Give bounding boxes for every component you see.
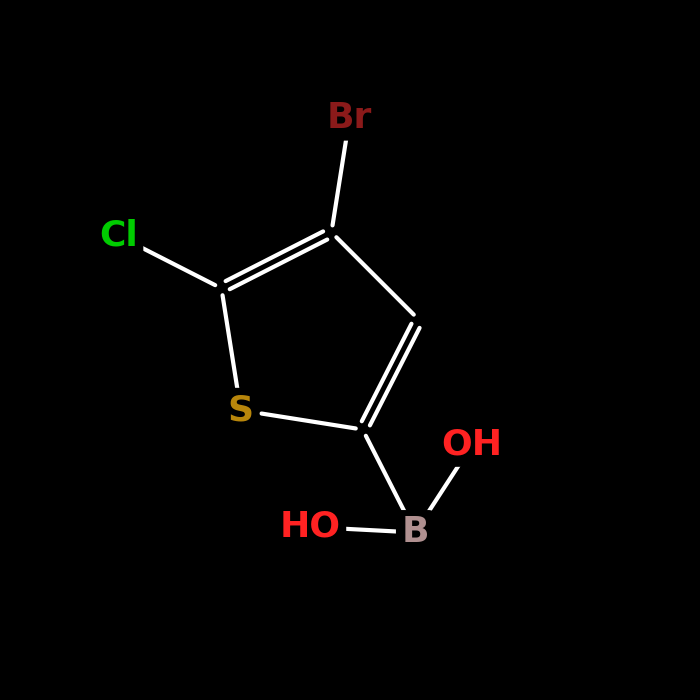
Text: HO: HO xyxy=(280,510,341,544)
Text: OH: OH xyxy=(442,428,503,461)
Text: S: S xyxy=(228,393,254,427)
Text: Cl: Cl xyxy=(99,219,138,253)
Text: B: B xyxy=(401,515,429,550)
Text: Br: Br xyxy=(327,102,372,135)
